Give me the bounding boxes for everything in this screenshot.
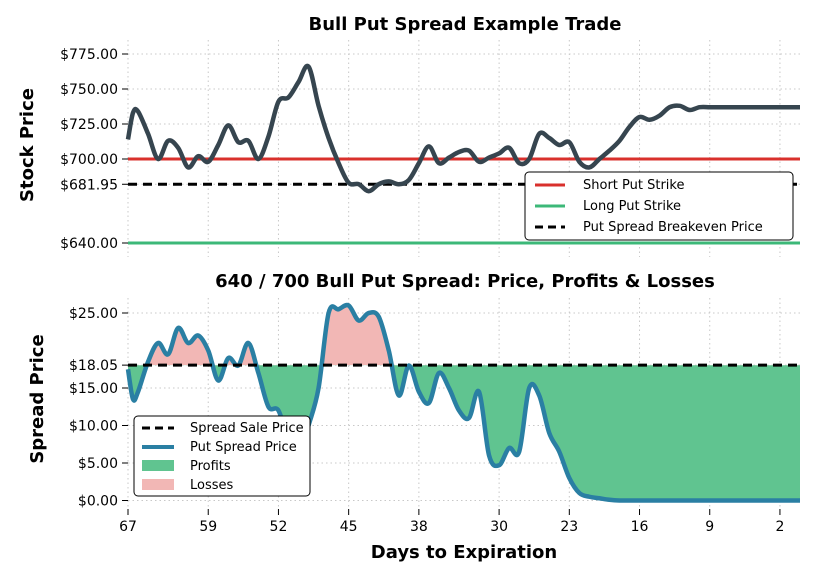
- legend-long-put-label: Long Put Strike: [583, 199, 681, 214]
- bottom-y-tick-label: $18.05: [69, 358, 118, 374]
- bottom-x-tick-label: 38: [410, 519, 428, 535]
- stock-price-chart: Bull Put Spread Example Trade Stock Pric…: [17, 14, 800, 257]
- legend-profits-swatch: [142, 460, 174, 471]
- bottom-y-tick-label: $5.00: [78, 456, 118, 472]
- legend-breakeven-label: Put Spread Breakeven Price: [583, 220, 763, 235]
- stock-price-line: [125, 63, 800, 194]
- top-y-tick-label: $725.00: [60, 117, 118, 133]
- bottom-x-tick-label: 23: [560, 519, 578, 535]
- bottom-y-tick-label: $0.00: [78, 494, 118, 510]
- top-chart-ylabel: Stock Price: [17, 88, 38, 202]
- top-y-tick-label: $681.95: [60, 177, 118, 193]
- bottom-x-tick-label: 52: [270, 519, 288, 535]
- legend-losses-swatch: [142, 479, 174, 490]
- top-y-tick-label: $700.00: [60, 152, 118, 168]
- legend-losses-label: Losses: [190, 478, 234, 493]
- bottom-x-tick-label: 59: [199, 519, 217, 535]
- bottom-legend: Spread Sale Price Put Spread Price Profi…: [133, 415, 311, 497]
- top-legend: Short Put Strike Long Put Strike Put Spr…: [524, 171, 794, 241]
- bottom-x-tick-label: 2: [775, 519, 784, 535]
- bottom-x-tick-label: 30: [490, 519, 508, 535]
- bottom-x-ticks: 67 59 52 45 38 30 23 16 9 2: [119, 509, 784, 535]
- bottom-x-tick-label: 45: [340, 519, 358, 535]
- legend-short-put-label: Short Put Strike: [583, 178, 684, 193]
- bottom-x-tick-label: 9: [705, 519, 714, 535]
- top-y-tick-label: $750.00: [60, 82, 118, 98]
- bottom-chart-title: 640 / 700 Bull Put Spread: Price, Profit…: [215, 271, 715, 292]
- bottom-chart-xlabel: Days to Expiration: [371, 542, 557, 563]
- bottom-series: [125, 302, 800, 503]
- top-chart-title: Bull Put Spread Example Trade: [308, 14, 621, 35]
- legend-spread-price-label: Put Spread Price: [190, 440, 297, 455]
- bottom-x-tick-label: 16: [631, 519, 649, 535]
- top-y-tick-label: $640.00: [60, 236, 118, 252]
- bottom-legend-box: [133, 415, 311, 497]
- legend-sale-price-label: Spread Sale Price: [190, 421, 304, 436]
- top-legend-box: [524, 171, 794, 241]
- bottom-y-tick-label: $15.00: [69, 381, 118, 397]
- put-spread-price-line: [125, 302, 800, 503]
- bottom-y-ticks: $25.00 $18.05 $15.00 $10.00 $5.00 $0.00: [69, 306, 128, 510]
- bottom-y-tick-label: $10.00: [69, 419, 118, 435]
- bottom-x-tick-label: 67: [119, 519, 137, 535]
- bottom-y-tick-label: $25.00: [69, 306, 118, 322]
- top-y-tick-label: $775.00: [60, 47, 118, 63]
- spread-price-chart: 640 / 700 Bull Put Spread: Price, Profit…: [27, 271, 800, 563]
- top-y-ticks: $775.00 $750.00 $725.00 $700.00 $681.95 $640.…: [60, 47, 128, 252]
- legend-profits-label: Profits: [190, 459, 231, 474]
- bottom-chart-ylabel: Spread Price: [27, 334, 48, 463]
- profits-area: [128, 365, 800, 501]
